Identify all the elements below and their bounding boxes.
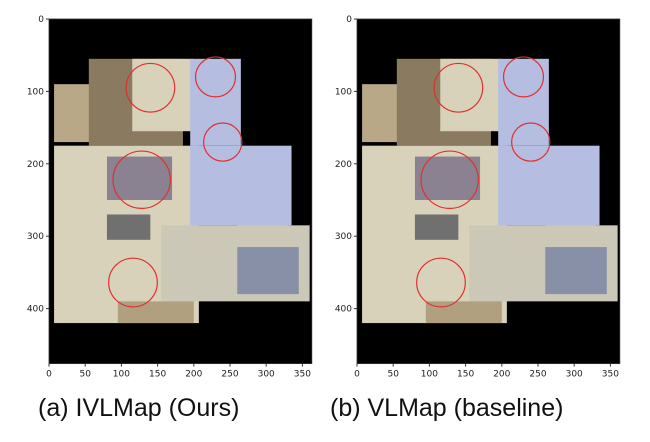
y-tick-label: 300 <box>27 232 44 242</box>
highlight-circle <box>502 56 545 98</box>
map-region <box>425 301 502 324</box>
y-tick-label: 100 <box>335 87 352 97</box>
highlight-circle <box>112 150 171 209</box>
x-tick-label: 250 <box>221 370 238 380</box>
caption-b: (b) VLMap (baseline) <box>330 394 564 422</box>
map-region <box>132 58 194 132</box>
map-panel-0: 0 50 100 150 200 250 300 350 0 100 200 300 400 <box>27 15 313 380</box>
x-tick-label: 250 <box>529 370 546 380</box>
highlight-circle <box>108 257 158 308</box>
map-region <box>545 247 607 295</box>
y-tick-label: 400 <box>27 305 44 315</box>
y-tick-label: 200 <box>335 160 352 170</box>
caption-a: (a) IVLMap (Ours) <box>38 394 240 422</box>
map-region <box>106 214 151 240</box>
x-tick-label: 0 <box>46 370 52 380</box>
axes-frame <box>48 18 313 365</box>
highlight-circle <box>125 62 176 113</box>
map-region <box>237 247 299 295</box>
x-tick-label: 150 <box>149 370 166 380</box>
map-panel-1: 0 50 100 150 200 250 300 350 0 100 200 300 400 <box>335 15 621 380</box>
highlight-circle <box>416 257 466 308</box>
highlight-circle <box>420 150 479 209</box>
x-tick-label: 350 <box>602 370 619 380</box>
y-tick-label: 100 <box>27 87 44 97</box>
map-region <box>414 214 459 240</box>
axes-frame <box>356 18 621 365</box>
x-tick-label: 300 <box>258 370 275 380</box>
x-tick-label: 200 <box>493 370 510 380</box>
y-tick-label: 300 <box>335 232 352 242</box>
map-region <box>498 58 549 146</box>
y-tick-label: 200 <box>27 160 44 170</box>
y-tick-label: 0 <box>346 15 352 25</box>
x-tick-label: 100 <box>421 370 438 380</box>
highlight-circle <box>203 122 243 162</box>
x-tick-label: 50 <box>79 370 91 380</box>
map-region <box>362 84 399 143</box>
map-region <box>237 171 288 229</box>
x-tick-label: 200 <box>185 370 202 380</box>
y-tick-label: 400 <box>335 305 352 315</box>
x-tick-label: 150 <box>457 370 474 380</box>
x-tick-label: 0 <box>354 370 360 380</box>
map-region <box>117 301 194 324</box>
map-region <box>54 84 91 143</box>
x-tick-label: 350 <box>294 370 311 380</box>
map-region <box>190 58 241 146</box>
map-region <box>440 58 502 132</box>
y-tick-label: 0 <box>38 15 44 25</box>
highlight-circle <box>433 62 484 113</box>
highlight-circle <box>511 122 551 162</box>
x-tick-label: 300 <box>566 370 583 380</box>
map-region <box>545 171 596 229</box>
x-tick-label: 100 <box>113 370 130 380</box>
x-tick-label: 50 <box>387 370 399 380</box>
highlight-circle <box>194 56 237 98</box>
